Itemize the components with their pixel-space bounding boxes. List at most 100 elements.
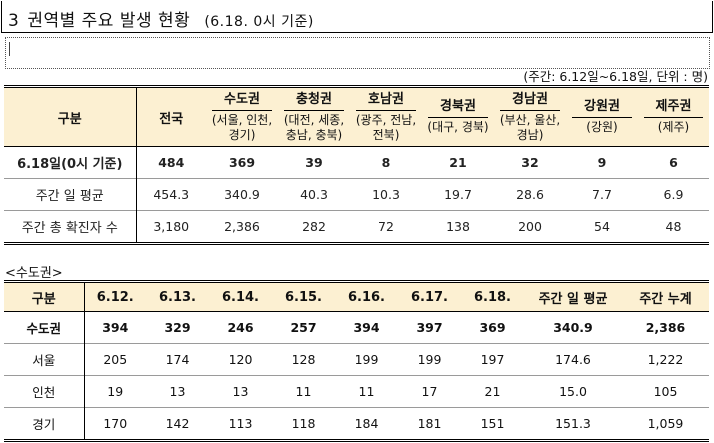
header-corner: 구분 [4, 86, 137, 147]
row-label: 주간 총 확진자 수 [4, 210, 137, 244]
cell: 72 [350, 210, 422, 244]
row-label: 주간 일 평균 [4, 178, 137, 211]
title-number: 3 [8, 11, 20, 31]
header-cell: 6.12. [84, 281, 146, 312]
cell: 3,180 [136, 210, 206, 244]
title-bar: 3 권역별 주요 발생 현황 (6.18. 0시 기준) [1, 1, 713, 33]
header-region: 수도권 (서울, 인천, 경기) [206, 86, 278, 147]
page-title: 3 권역별 주요 발생 현황 (6.18. 0시 기준) [8, 6, 314, 31]
cell: 9 [566, 146, 638, 179]
table-row: 주간 일 평균 454.3 340.9 40.3 10.3 19.7 28.6 … [4, 178, 709, 211]
header-region: 제주권 (제주) [638, 86, 709, 147]
cell: 340.9 [206, 178, 278, 211]
cell: 17 [398, 375, 461, 408]
cell: 151 [461, 407, 524, 441]
cell: 8 [350, 146, 422, 179]
cell: 184 [335, 407, 398, 441]
header-cell: 6.16. [335, 281, 398, 312]
cell: 151.3 [524, 407, 622, 441]
header-cell: 구분 [4, 281, 85, 312]
cell: 174 [146, 343, 209, 376]
table-row: 경기 170 142 113 118 184 181 151 151.3 1,0… [4, 407, 709, 441]
capital-area-table: 구분 6.12. 6.13. 6.14. 6.15. 6.16. 6.17. 6… [4, 280, 709, 442]
cell: 257 [272, 311, 335, 344]
cell: 28.6 [494, 178, 566, 211]
table-row: 6.18일(0시 기준) 484 369 39 8 21 32 9 6 [4, 146, 709, 179]
section-label: <수도권> [5, 266, 63, 281]
cell: 1,059 [622, 407, 709, 441]
cell: 10.3 [350, 178, 422, 211]
cell: 105 [622, 375, 709, 408]
unit-note: (주간: 6.12일~6.18일, 단위 : 명) [523, 69, 708, 84]
cell: 181 [398, 407, 461, 441]
cell: 15.0 [524, 375, 622, 408]
cell: 138 [422, 210, 494, 244]
cell: 329 [146, 311, 209, 344]
cell: 118 [272, 407, 335, 441]
cell: 48 [638, 210, 709, 244]
row-label: 6.18일(0시 기준) [4, 146, 137, 179]
header-region: 경남권 (부산, 울산, 경남) [494, 86, 566, 147]
cell: 113 [209, 407, 272, 441]
cell: 340.9 [524, 311, 622, 344]
regional-summary-table: 구분 전국 수도권 (서울, 인천, 경기) 충청권 (대전, 세종, 충남, 충북… [4, 85, 709, 245]
table-row: 서울 205 174 120 128 199 199 197 174.6 1,2… [4, 343, 709, 376]
cell: 246 [209, 311, 272, 344]
row-label: 수도권 [4, 311, 85, 344]
cell: 19.7 [422, 178, 494, 211]
cell: 40.3 [278, 178, 350, 211]
cell: 128 [272, 343, 335, 376]
header-region: 경북권 (대구, 경북) [422, 86, 494, 147]
cell: 2,386 [622, 311, 709, 344]
cell: 199 [335, 343, 398, 376]
cell: 6 [638, 146, 709, 179]
row-label: 경기 [4, 407, 85, 441]
cell: 39 [278, 146, 350, 179]
header-cell: 주간 일 평균 [524, 281, 622, 312]
header-national: 전국 [136, 86, 206, 147]
cell: 282 [278, 210, 350, 244]
cell: 21 [422, 146, 494, 179]
cell: 54 [566, 210, 638, 244]
cell: 369 [461, 311, 524, 344]
text-cursor [9, 42, 10, 56]
header-cell: 6.17. [398, 281, 461, 312]
row-label: 서울 [4, 343, 85, 376]
text-input-box[interactable] [5, 37, 710, 69]
table-row: 주간 총 확진자 수 3,180 2,386 282 72 138 200 54… [4, 210, 709, 244]
cell: 394 [335, 311, 398, 344]
cell: 454.3 [136, 178, 206, 211]
header-cell: 6.15. [272, 281, 335, 312]
header-cell: 6.14. [209, 281, 272, 312]
table-header-row: 구분 6.12. 6.13. 6.14. 6.15. 6.16. 6.17. 6… [4, 281, 709, 312]
header-cell: 6.18. [461, 281, 524, 312]
cell: 6.9 [638, 178, 709, 211]
header-cell: 6.13. [146, 281, 209, 312]
cell: 174.6 [524, 343, 622, 376]
cell: 2,386 [206, 210, 278, 244]
cell: 13 [209, 375, 272, 408]
cell: 199 [398, 343, 461, 376]
header-region: 호남권 (광주, 전남, 전북) [350, 86, 422, 147]
cell: 21 [461, 375, 524, 408]
cell: 200 [494, 210, 566, 244]
title-basis: (6.18. 0시 기준) [204, 14, 314, 30]
title-text: 권역별 주요 발생 현황 [27, 11, 191, 31]
cell: 397 [398, 311, 461, 344]
header-region: 충청권 (대전, 세종, 충남, 충북) [278, 86, 350, 147]
cell: 205 [84, 343, 146, 376]
cell: 19 [84, 375, 146, 408]
cell: 13 [146, 375, 209, 408]
cell: 394 [84, 311, 146, 344]
cell: 170 [84, 407, 146, 441]
cell: 369 [206, 146, 278, 179]
cell: 120 [209, 343, 272, 376]
table-row: 인천 19 13 13 11 11 17 21 15.0 105 [4, 375, 709, 408]
cell: 32 [494, 146, 566, 179]
table-header-row: 구분 전국 수도권 (서울, 인천, 경기) 충청권 (대전, 세종, 충남, 충북… [4, 86, 709, 147]
cell: 1,222 [622, 343, 709, 376]
cell: 484 [136, 146, 206, 179]
header-cell: 주간 누계 [622, 281, 709, 312]
cell: 142 [146, 407, 209, 441]
cell: 7.7 [566, 178, 638, 211]
